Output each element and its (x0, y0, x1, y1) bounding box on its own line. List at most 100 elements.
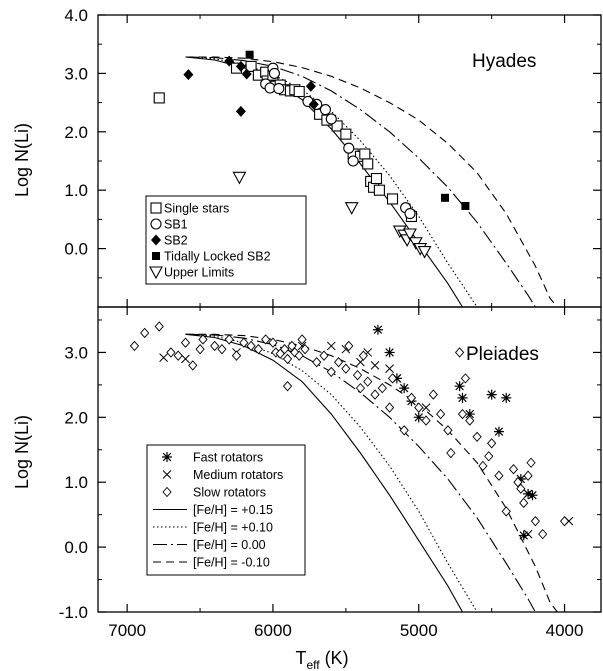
legend-marker (150, 218, 162, 230)
hyades-legend: Single stars SB1 SB2 Tidally Locked SB2 Uppe… (145, 195, 307, 285)
data-point (464, 409, 475, 420)
data-point (343, 142, 355, 154)
data-point (363, 376, 373, 387)
hyades-title: Hyades (472, 51, 536, 72)
pleiades-title: Pleiades (466, 344, 539, 365)
data-point (377, 382, 387, 394)
data-point (404, 208, 416, 220)
pleiades-data-points (129, 321, 574, 541)
legend-label: [Fe/H] = -0.10 (193, 556, 270, 570)
data-point (527, 490, 538, 501)
x-axis-label: Teff (K) (295, 648, 348, 671)
data-point (515, 473, 526, 484)
data-point (387, 373, 398, 384)
legend-marker (162, 486, 172, 498)
data-point (538, 528, 548, 540)
data-point (428, 389, 438, 400)
hyades-ylabel: Log N(Li) (12, 123, 32, 197)
data-point (312, 356, 322, 368)
hyades-panel: Hyades Log N(Li) 4.0 3.0 2.0 1.0 0.0 Single … (12, 6, 602, 308)
data-point (530, 515, 540, 527)
y-tick-label: 4.0 (64, 6, 88, 25)
legend-marker (151, 234, 161, 246)
data-point (501, 506, 511, 517)
data-point (273, 83, 285, 95)
data-point (472, 431, 482, 442)
legend-label: Slow rotators (193, 486, 266, 500)
data-point (399, 425, 409, 436)
pleiades-model-curves (185, 333, 558, 612)
data-point (417, 245, 432, 259)
legend-label: [Fe/H] = +0.10 (193, 521, 273, 535)
data-point (399, 383, 410, 394)
data-point (280, 344, 290, 355)
data-point (372, 324, 383, 335)
pleiades-plot-frame (97, 306, 602, 613)
data-point (436, 408, 446, 420)
data-point (454, 381, 465, 392)
legend-label: Tidally Locked SB2 (164, 250, 271, 264)
data-point (457, 408, 468, 420)
data-point (245, 50, 254, 59)
data-point (282, 353, 293, 365)
y-tick-label: 0.0 (64, 240, 88, 259)
data-point (224, 334, 234, 345)
pleiades-ylabel: Log N(Li) (12, 415, 32, 489)
data-point (181, 354, 190, 364)
pleiades-y-tick-labels: 3.0 2.0 1.0 0.0 -1.0 (59, 343, 88, 622)
data-point (241, 68, 252, 80)
y-tick-label: 3.0 (64, 64, 88, 83)
data-point (319, 104, 331, 116)
data-point (344, 202, 359, 215)
data-point (513, 477, 523, 488)
data-point (300, 344, 310, 355)
y-tick-label: -1.0 (59, 603, 88, 622)
data-point (154, 321, 164, 332)
data-point (326, 366, 336, 378)
data-point (454, 347, 465, 358)
legend-label: SB1 (164, 218, 188, 232)
data-point (319, 350, 329, 361)
data-point (478, 460, 488, 472)
data-point (494, 470, 504, 481)
data-point (245, 60, 257, 72)
y-tick-label: 1.0 (64, 473, 88, 492)
legend-label: Medium rotators (193, 468, 283, 482)
data-point (210, 340, 220, 352)
data-point (235, 60, 246, 72)
data-point (526, 457, 536, 468)
data-point (440, 193, 449, 202)
y-tick-label: 2.0 (64, 123, 88, 142)
legend-marker (149, 266, 163, 280)
x-tick-label: 5000 (400, 621, 438, 640)
data-point (282, 380, 293, 392)
data-point (523, 470, 533, 481)
legend-marker (150, 202, 162, 214)
data-point (159, 353, 168, 362)
legend-marker (162, 452, 172, 462)
data-point (523, 488, 534, 499)
x-tick-labels: 7000 6000 5000 4000 (108, 621, 583, 640)
data-point (268, 67, 280, 79)
data-point (421, 403, 431, 412)
data-point (413, 412, 424, 423)
data-point (173, 350, 183, 361)
data-point (484, 451, 494, 462)
data-point (487, 438, 497, 449)
data-point (516, 483, 526, 494)
data-point (421, 415, 431, 426)
pleiades-panel: Pleiades Log N(Li) 3.0 2.0 1.0 0.0 -1.0 7000… (12, 306, 602, 671)
data-point (261, 334, 271, 345)
data-point (414, 402, 424, 413)
data-point (523, 529, 533, 539)
data-point (246, 340, 256, 352)
data-point (403, 228, 417, 242)
data-point (344, 340, 354, 352)
y-tick-label: 3.0 (64, 343, 88, 362)
data-point (326, 341, 336, 351)
model-curve (185, 56, 536, 307)
model-curve (185, 333, 558, 612)
data-point (180, 337, 191, 348)
data-point (287, 340, 297, 352)
data-point (239, 337, 249, 348)
